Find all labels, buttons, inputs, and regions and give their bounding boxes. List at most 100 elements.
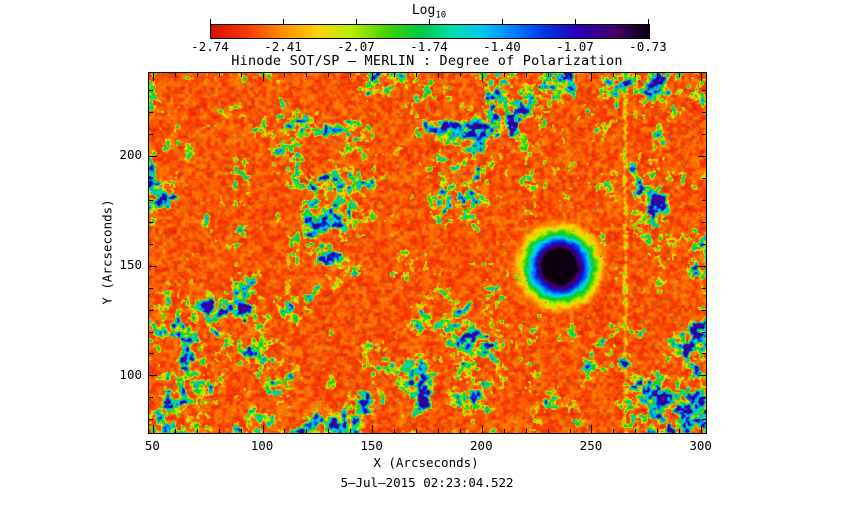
colorbar-tick-mark — [501, 19, 503, 24]
tick-mark — [702, 243, 706, 245]
tick-mark — [262, 425, 264, 433]
tick-mark — [218, 73, 220, 77]
colorbar-tick-label: -0.73 — [629, 39, 667, 54]
tick-mark — [702, 397, 706, 399]
tick-mark — [350, 73, 352, 77]
x-tick-label: 300 — [689, 438, 712, 453]
plot-area — [148, 72, 707, 434]
tick-mark — [174, 73, 176, 77]
tick-mark — [702, 90, 706, 92]
tick-mark — [306, 429, 308, 433]
tick-mark — [635, 73, 637, 77]
tick-mark — [702, 331, 706, 333]
tick-mark — [569, 73, 571, 77]
x-tick-label: 100 — [250, 438, 274, 453]
x-tick-label: 250 — [579, 438, 603, 453]
colorbar — [210, 24, 650, 39]
tick-mark — [372, 425, 374, 433]
tick-mark — [149, 309, 153, 311]
colorbar-tick-label: -2.74 — [191, 39, 229, 54]
tick-mark — [149, 243, 153, 245]
tick-mark — [525, 73, 527, 77]
colorbar-tick-mark — [647, 19, 649, 24]
tick-mark — [306, 73, 308, 77]
tick-mark — [240, 73, 242, 77]
tick-mark — [149, 397, 153, 399]
x-tick-label: 200 — [470, 438, 493, 453]
colorbar-tick-label: -2.41 — [264, 39, 302, 54]
colorbar-tick-mark — [355, 19, 357, 24]
tick-mark — [152, 425, 154, 433]
tick-mark — [613, 73, 615, 77]
tick-mark — [284, 429, 286, 433]
colorbar-tick-label: -1.40 — [483, 39, 521, 54]
tick-mark — [702, 221, 706, 223]
tick-mark — [702, 309, 706, 311]
tick-mark — [149, 331, 153, 333]
x-axis-label: X (Arcseconds) — [373, 455, 479, 470]
x-tick-label: 50 — [144, 438, 160, 453]
tick-mark — [481, 73, 483, 81]
tick-mark — [702, 133, 706, 135]
tick-mark — [459, 429, 461, 433]
tick-mark — [149, 177, 153, 179]
x-tick-label: 150 — [360, 438, 383, 453]
colorbar-tick-mark — [282, 19, 284, 24]
tick-mark — [591, 73, 593, 81]
tick-mark — [416, 73, 418, 77]
colorbar-title-subscript: 10 — [435, 10, 447, 21]
tick-mark — [174, 429, 176, 433]
tick-mark — [702, 353, 706, 355]
tick-mark — [149, 287, 153, 289]
tick-mark — [702, 287, 706, 289]
tick-mark — [547, 429, 549, 433]
y-axis-label: Y (Arcseconds) — [99, 199, 115, 305]
colorbar-tick-label: -1.74 — [410, 39, 448, 54]
tick-mark — [702, 177, 706, 179]
tick-mark — [702, 419, 706, 421]
colorbar-tick-mark — [428, 19, 430, 24]
colorbar-gradient — [211, 25, 649, 38]
tick-mark — [679, 429, 681, 433]
y-tick-label: 100 — [119, 366, 142, 382]
timestamp: 5–Jul–2015 02:23:04.522 — [340, 475, 514, 490]
tick-mark — [149, 199, 153, 201]
tick-mark — [591, 425, 593, 433]
tick-mark — [218, 429, 220, 433]
tick-mark — [149, 221, 153, 223]
tick-mark — [702, 112, 706, 113]
tick-mark — [149, 419, 153, 421]
tick-mark — [149, 353, 153, 355]
tick-mark — [394, 429, 396, 433]
colorbar-tick-label: -2.07 — [337, 39, 375, 54]
tick-mark — [372, 73, 374, 81]
tick-mark — [328, 73, 330, 77]
tick-mark — [149, 375, 157, 377]
tick-mark — [240, 429, 242, 433]
tick-mark — [149, 90, 153, 92]
tick-mark — [149, 112, 153, 113]
tick-mark — [657, 429, 659, 433]
tick-mark — [702, 199, 706, 201]
tick-mark — [547, 73, 549, 77]
tick-mark — [149, 265, 157, 267]
tick-mark — [437, 73, 439, 77]
tick-mark — [152, 73, 154, 81]
tick-mark — [350, 429, 352, 433]
tick-mark — [437, 429, 439, 433]
tick-mark — [525, 429, 527, 433]
y-tick-label: 200 — [119, 147, 142, 163]
tick-mark — [635, 429, 637, 433]
tick-mark — [416, 429, 418, 433]
tick-mark — [613, 429, 615, 433]
tick-mark — [657, 73, 659, 77]
tick-mark — [196, 429, 198, 433]
tick-mark — [698, 265, 706, 267]
tick-mark — [481, 425, 483, 433]
tick-mark — [679, 73, 681, 77]
y-tick-label: 150 — [119, 257, 142, 273]
tick-mark — [701, 425, 703, 433]
tick-mark — [149, 133, 153, 135]
tick-mark — [459, 73, 461, 77]
